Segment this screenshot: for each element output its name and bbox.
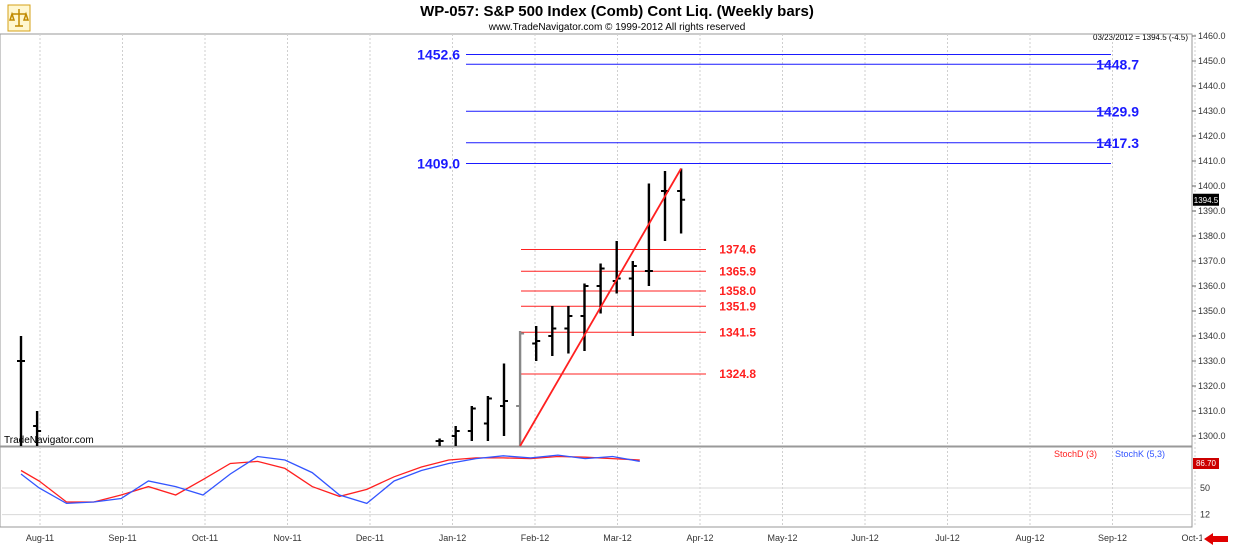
- price-axis: 1300.0 1310.0 1320.0 1330.0 1340.0 1350.0 1360…: [1192, 31, 1226, 441]
- y-tick-label: 1440.0: [1198, 81, 1226, 91]
- price-label-badge: 1394.5: [1193, 193, 1219, 206]
- y-tick-label: 1390.0: [1198, 206, 1226, 216]
- stoch-value-badge: 86.70: [1193, 458, 1219, 469]
- stochd-line: [20, 455, 640, 503]
- legend-stochd: StochD (3): [1054, 449, 1097, 459]
- red-level-label: 1341.5: [719, 325, 756, 339]
- y-tick-label: 1310.0: [1198, 406, 1226, 416]
- stoch-tick-label: 12: [1200, 510, 1210, 520]
- header: WP-057: S&P 500 Index (Comb) Cont Liq. (…: [7, 3, 1188, 42]
- stoch-lines: [20, 454, 640, 505]
- red-level-label: 1358.0: [719, 284, 756, 298]
- y-tick-label: 1340.0: [1198, 331, 1226, 341]
- x-tick-label: Nov-11: [273, 533, 301, 543]
- y-tick-label: 1370.0: [1198, 256, 1226, 266]
- blue-level-label: 1417.3: [1096, 135, 1139, 151]
- x-tick-label: Sep-12: [1098, 533, 1127, 543]
- x-tick-label: Oct-12: [1181, 533, 1208, 543]
- y-tick-label: 1380.0: [1198, 231, 1226, 241]
- price-panel-frame: [0, 33, 1193, 447]
- trend-line: [519, 168, 682, 447]
- x-tick-label: Oct-11: [192, 533, 218, 543]
- scroll-right-arrow-icon[interactable]: [1202, 532, 1230, 546]
- legend-stochk: StochK (5,3): [1115, 449, 1165, 459]
- x-tick-label: Jul-12: [935, 533, 960, 543]
- blue-level-label: 1409.0: [417, 156, 460, 172]
- y-tick-label: 1320.0: [1198, 381, 1226, 391]
- y-tick-label: 1360.0: [1198, 281, 1226, 291]
- chart-title: WP-057: S&P 500 Index (Comb) Cont Liq. (…: [420, 3, 814, 20]
- last-quote: 03/23/2012 = 1394.5 (-4.5): [1093, 33, 1188, 42]
- stochk-line: [20, 454, 640, 505]
- x-tick-label: Feb-12: [521, 533, 550, 543]
- x-tick-label: Apr-12: [686, 533, 713, 543]
- x-tick-label: Jan-12: [439, 533, 467, 543]
- red-level-label: 1374.6: [719, 243, 756, 257]
- y-tick-label: 1460.0: [1198, 31, 1226, 41]
- x-tick-label: Jun-12: [851, 533, 879, 543]
- red-level-label: 1324.8: [719, 367, 756, 381]
- y-tick-label: 1420.0: [1198, 131, 1226, 141]
- watermark: TradeNavigator.com: [4, 435, 94, 446]
- y-tick-label: 1330.0: [1198, 356, 1226, 366]
- stoch-panel-frame: [0, 446, 1193, 528]
- x-tick-label: Mar-12: [603, 533, 632, 543]
- y-tick-label: 1430.0: [1198, 106, 1226, 116]
- red-level-label: 1351.9: [719, 299, 756, 313]
- blue-level-label: 1452.6: [417, 47, 460, 63]
- x-tick-label: May-12: [767, 533, 797, 543]
- stoch-axis: 12 50: [1200, 483, 1210, 520]
- y-tick-label: 1300.0: [1198, 431, 1226, 441]
- fib-levels: 1452.6 1448.7 1429.9 1417.3 1409.0 1374.6 1365…: [417, 47, 1139, 382]
- stoch-tick-label: 50: [1200, 483, 1210, 493]
- y-tick-label: 1350.0: [1198, 306, 1226, 316]
- x-tick-label: Aug-11: [26, 533, 54, 543]
- logo-icon: [7, 4, 31, 32]
- stoch-grid: [2, 447, 1196, 527]
- copyright: www.TradeNavigator.com © 1999-2012 All r…: [488, 22, 746, 33]
- blue-level-label: 1429.9: [1096, 103, 1139, 119]
- price-bars: [17, 168, 686, 446]
- y-tick-label: 1450.0: [1198, 56, 1226, 66]
- x-axis: Aug-11 Sep-11 Oct-11 Nov-11 Dec-11 Jan-12 Feb-…: [26, 533, 1209, 543]
- x-tick-label: Dec-11: [356, 533, 384, 543]
- stoch-value: 86.70: [1196, 459, 1217, 468]
- y-tick-label: 1410.0: [1198, 156, 1226, 166]
- blue-level-label: 1448.7: [1096, 56, 1139, 72]
- y-tick-label: 1400.0: [1198, 181, 1226, 191]
- x-tick-label: Sep-11: [108, 533, 136, 543]
- red-level-label: 1365.9: [719, 264, 756, 278]
- price-label: 1394.5: [1194, 196, 1219, 205]
- price-grid: [39, 34, 1196, 446]
- x-tick-label: Aug-12: [1015, 533, 1044, 543]
